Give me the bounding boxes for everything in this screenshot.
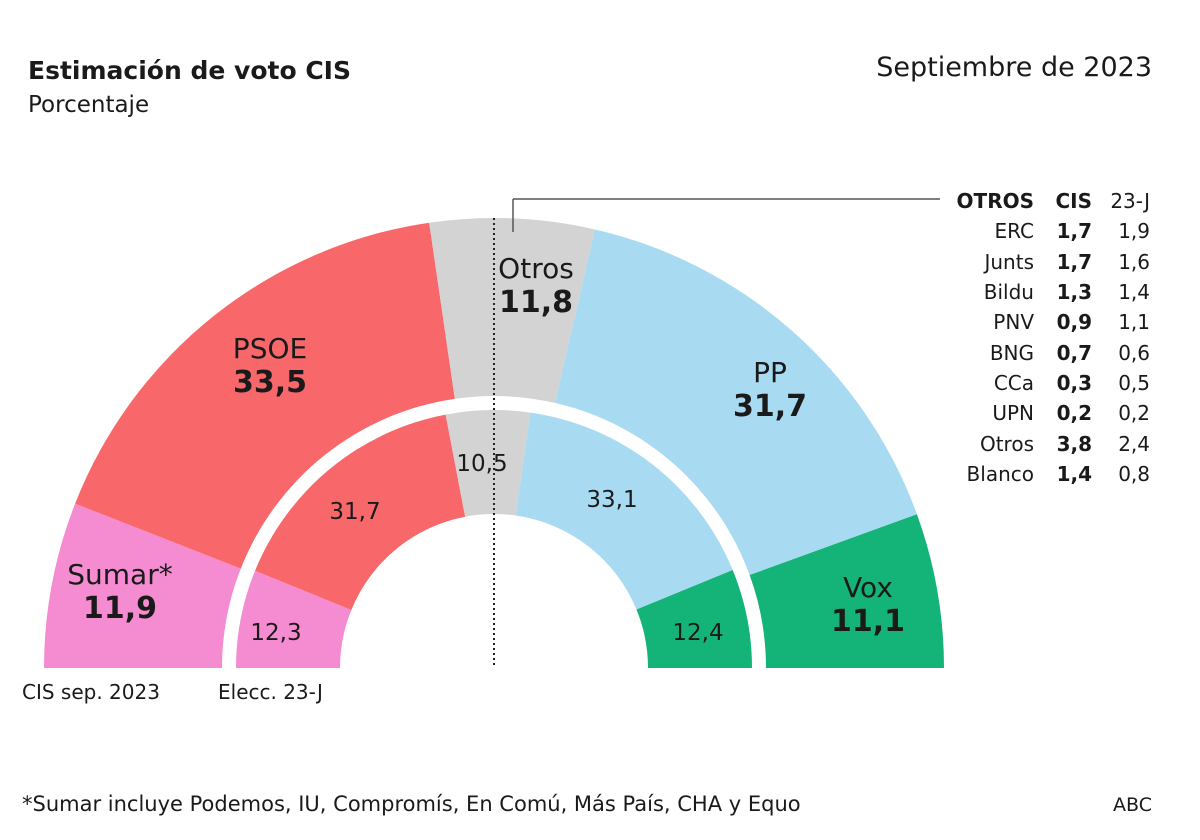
otros-table-row: Junts 1,7 1,6 [930, 247, 1150, 277]
segment-pp-outer [555, 229, 917, 576]
cis-value: 1,7 [1056, 249, 1092, 274]
chart-date: Septiembre de 2023 [876, 52, 1152, 83]
party-name: Junts [984, 249, 1034, 274]
cis-value: 1,3 [1056, 280, 1092, 305]
header-23j: 23-J [1110, 189, 1150, 214]
cis-value: 1,4 [1056, 461, 1092, 486]
otros-table-row: Bildu 1,3 1,4 [930, 277, 1150, 307]
party-name: BNG [989, 340, 1034, 365]
footnote: *Sumar incluye Podemos, IU, Compromís, E… [22, 792, 801, 816]
23j-value: 2,4 [1118, 431, 1150, 456]
23j-value: 1,1 [1118, 310, 1150, 335]
otros-table-row: Blanco 1,4 0,8 [930, 459, 1150, 489]
cis-value: 3,8 [1056, 431, 1092, 456]
cis-value: 0,7 [1056, 340, 1092, 365]
label-sumar-inner: 12,3 [250, 620, 302, 646]
label-psoe-outer: PSOE 33,5 [232, 332, 308, 400]
segment-psoe-outer [75, 222, 455, 569]
otros-table-row: BNG 0,7 0,6 [930, 337, 1150, 367]
23j-value: 1,9 [1118, 219, 1150, 244]
cis-value: 1,7 [1056, 219, 1092, 244]
party-name: Otros [979, 431, 1034, 456]
label-sumar-outer: Sumar* 11,9 [67, 558, 173, 626]
header-cis: CIS [1055, 189, 1092, 214]
caption-inner-ring: Elecc. 23-J [218, 680, 323, 704]
23j-value: 0,6 [1118, 340, 1150, 365]
otros-table-row: ERC 1,7 1,9 [930, 216, 1150, 246]
label-vox-inner: 12,4 [672, 620, 724, 646]
otros-table-row: Otros 3,8 2,4 [930, 428, 1150, 458]
segment-sumar-inner [236, 570, 352, 668]
segment-vox-inner [636, 570, 752, 668]
header-otros: OTROS [956, 189, 1034, 214]
23j-value: 0,2 [1118, 401, 1150, 426]
otros-table-header: OTROS CIS 23-J [930, 186, 1150, 216]
party-name: PNV [993, 310, 1034, 335]
cis-value: 0,2 [1056, 401, 1092, 426]
23j-value: 1,6 [1118, 249, 1150, 274]
party-name: Bildu [983, 280, 1034, 305]
cis-value: 0,3 [1056, 370, 1092, 395]
label-pp-inner: 33,1 [586, 487, 638, 513]
party-name: Blanco [966, 461, 1034, 486]
label-pp-outer: PP 31,7 [732, 356, 808, 424]
cis-value: 0,9 [1056, 310, 1092, 335]
23j-value: 0,5 [1118, 370, 1150, 395]
chart-title: Estimación de voto CIS [28, 56, 351, 85]
otros-table-row: CCa 0,3 0,5 [930, 368, 1150, 398]
source: ABC [1113, 794, 1152, 816]
otros-table-row: UPN 0,2 0,2 [930, 398, 1150, 428]
segment-psoe-inner [255, 414, 466, 610]
party-name: CCa [993, 370, 1034, 395]
party-name: UPN [992, 401, 1034, 426]
otros-table-row: PNV 0,9 1,1 [930, 307, 1150, 337]
segment-otros-inner [445, 410, 531, 517]
label-psoe-inner: 31,7 [329, 499, 381, 525]
label-otros-inner: 10,5 [456, 451, 508, 477]
caption-outer-ring: CIS sep. 2023 [22, 680, 160, 704]
segment-otros-outer [429, 218, 595, 403]
otros-table: OTROS CIS 23-J ERC 1,7 1,9 Junts 1,7 1,6 Bildu… [930, 186, 1150, 489]
23j-value: 1,4 [1118, 280, 1150, 305]
23j-value: 0,8 [1118, 461, 1150, 486]
segment-pp-inner [515, 412, 733, 610]
segment-vox-outer [749, 514, 944, 668]
segment-sumar-outer [44, 503, 241, 668]
label-vox-outer: Vox 11,1 [830, 571, 906, 639]
party-name: ERC [994, 219, 1034, 244]
label-otros-outer: Otros 11,8 [498, 252, 574, 320]
chart-subtitle: Porcentaje [28, 92, 150, 118]
